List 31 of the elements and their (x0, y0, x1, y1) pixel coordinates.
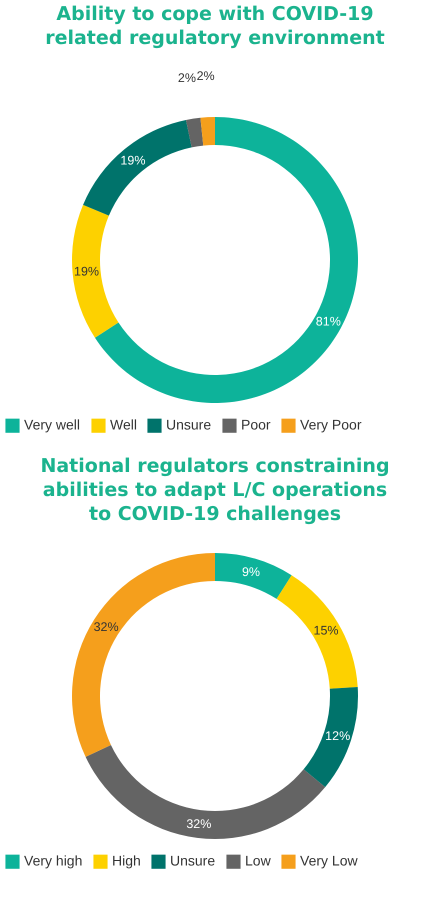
donut-slice (215, 553, 292, 599)
legend-label: Poor (241, 416, 271, 433)
data-label: 32% (186, 816, 212, 831)
donut-slice (304, 687, 358, 788)
donut-slice (72, 553, 215, 757)
data-label: 15% (314, 623, 339, 638)
donut-slice (276, 575, 358, 689)
data-label: 32% (94, 620, 119, 634)
data-label: 9% (242, 565, 260, 580)
data-label: 19% (74, 264, 100, 279)
legend-label: Very well (24, 416, 80, 433)
data-label: 19% (120, 153, 146, 168)
data-label: 2% (196, 69, 215, 84)
data-label: 12% (325, 728, 350, 743)
data-label: 81% (316, 314, 341, 329)
legend-label: High (112, 852, 141, 869)
legend-label: Unsure (166, 416, 212, 433)
donut-slice (186, 118, 204, 148)
legend-label: Low (245, 852, 272, 869)
legend-label: Unsure (170, 852, 216, 869)
donut-slice (72, 204, 118, 338)
legend-label: Very high (24, 852, 82, 869)
donut-slice (83, 120, 192, 216)
donut-slice (200, 117, 215, 146)
chart-title: National regulators constraining abilities to adapt L/C operations to COVID-19 challenges (40, 455, 390, 525)
donut-slice (86, 744, 326, 839)
legend-label: Very Poor (300, 416, 362, 433)
data-label: 2% (178, 71, 196, 86)
legend-label: Very Low (300, 852, 358, 869)
legend-label: Well (110, 416, 137, 433)
chart-title: Ability to cope with COVID-19 related regulatory environment (45, 3, 385, 50)
